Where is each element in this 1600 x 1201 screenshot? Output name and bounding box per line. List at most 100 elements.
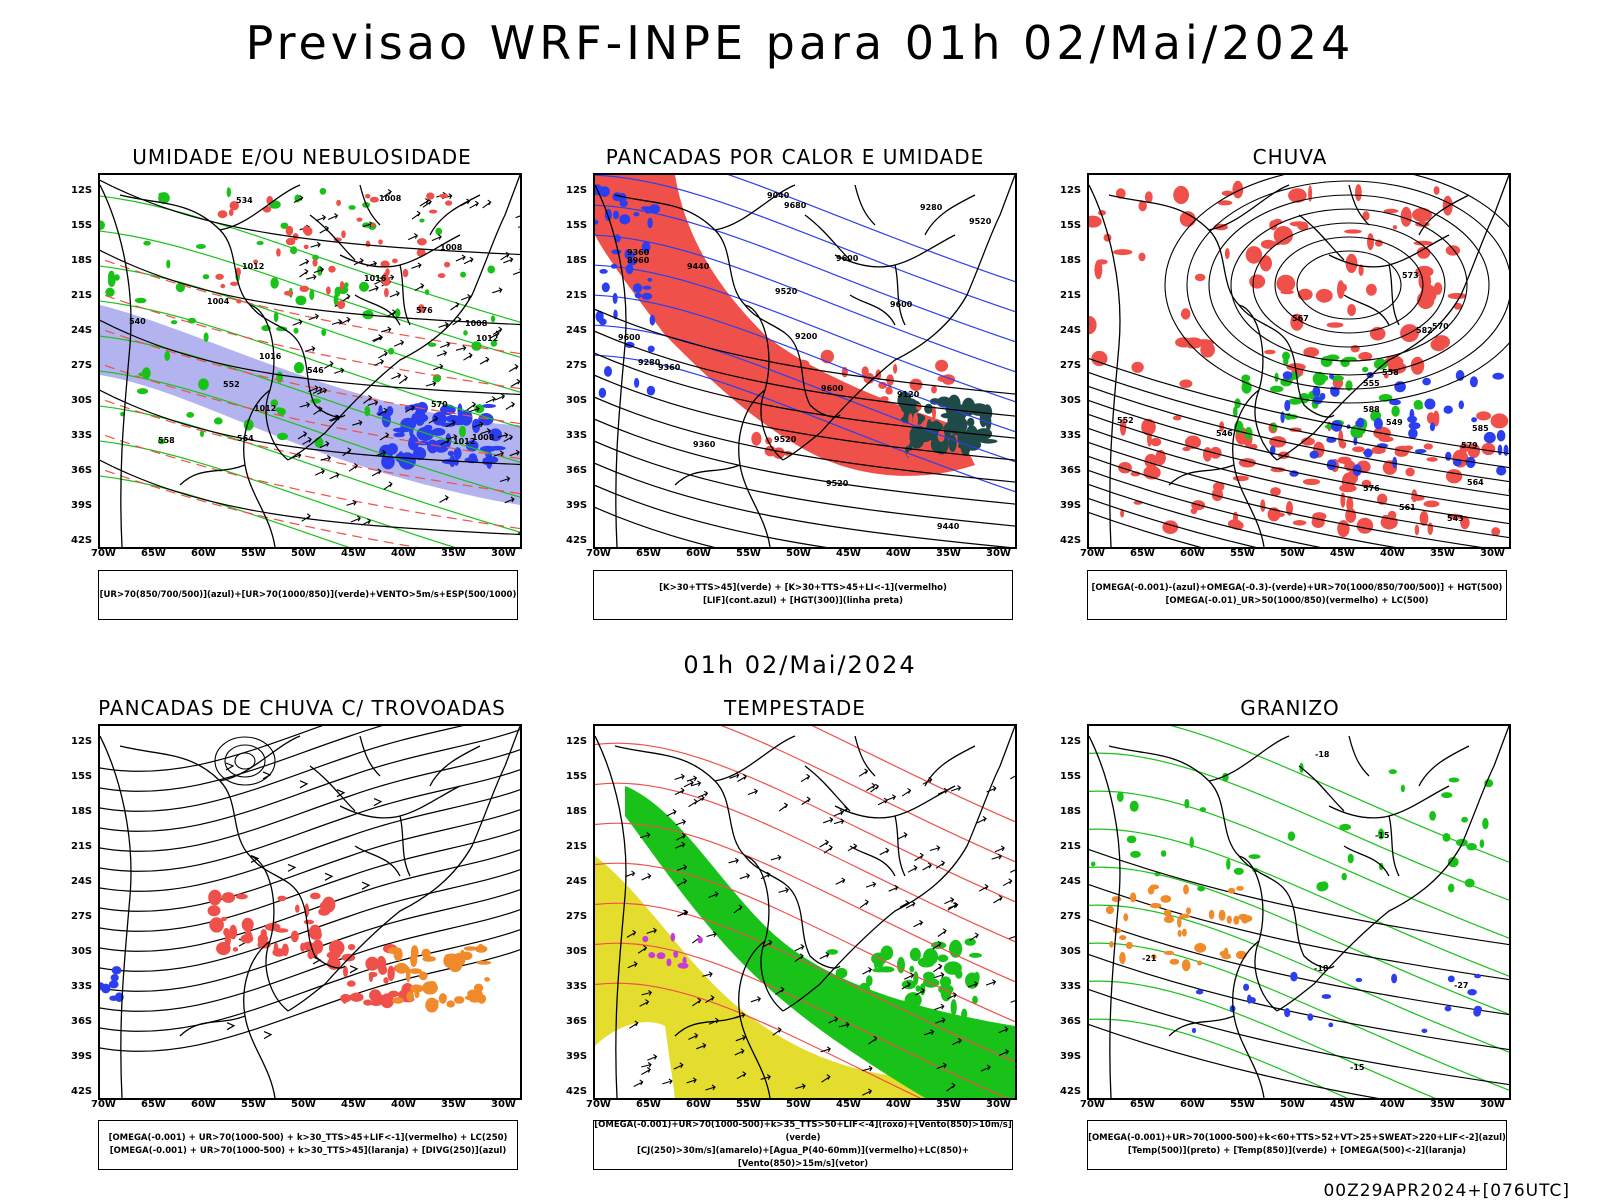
wind-vector [367,399,379,406]
wind-vector [302,436,312,445]
field-patch [1303,347,1320,358]
contour-line [1089,371,1509,469]
field-patch [1247,997,1256,1004]
field-patch [370,222,376,228]
panel-legend: [K>30+TTS>45](verde) + [K>30+TTS>45+LI<-… [593,570,1013,620]
contour-label: -15 [1350,1063,1365,1072]
field-patch [1221,190,1234,197]
field-patch [1358,351,1373,361]
lon-tick-label: 45W [1330,1099,1355,1110]
field-patch [641,292,653,300]
field-patch [388,347,395,355]
field-patch [1144,191,1153,204]
run-label: 00Z29APR2024+[076UTC] [1323,1181,1570,1201]
border-line [1298,735,1370,812]
height-ring [1186,180,1509,390]
field-patch [1388,769,1397,775]
wind-vector [947,992,957,1000]
field-patch [898,423,910,431]
lat-tick-label: 36S [1060,465,1082,476]
field-patch [1089,316,1097,335]
lon-tick-label: 50W [1280,548,1305,559]
field-patch [880,425,892,440]
wind-vector [641,1067,651,1075]
contour-line [1089,497,1257,547]
streamline-arrow [373,798,383,807]
field-patch [215,273,224,280]
field-patch [1209,446,1222,459]
field-patch [383,977,389,984]
wind-vector [736,1071,747,1080]
field-patch [1469,376,1478,388]
field-patch [822,397,828,410]
field-patch [1458,400,1464,410]
contour-label: 9040 [767,191,790,200]
wind-vector [944,897,955,905]
lat-tick-label: 36S [566,465,588,476]
lat-tick-label: 30S [566,946,588,957]
field-patch [453,447,462,460]
field-patch [670,932,676,942]
map-svg [595,726,1015,1098]
height-ring [1230,208,1468,362]
border-line [119,745,301,897]
field-patch [1226,858,1231,870]
contour-line [1089,904,1509,1053]
field-patch [1326,322,1344,328]
field-patch [276,248,281,257]
lat-tick-label: 24S [1060,325,1082,336]
field-patch [299,285,310,292]
legend-line: [Temp(500)](preto) + [Temp(850)](verde) … [1127,1146,1467,1156]
lat-tick-label: 33S [566,430,588,441]
field-patch [236,299,242,304]
wind-vector [677,878,688,887]
field-patch [316,930,322,940]
field-patch [877,1001,890,1018]
field-patch [1160,850,1167,857]
thickness-fragments [215,192,453,313]
wind-vector [688,1032,699,1040]
field-patch [422,956,436,962]
field-patch [333,293,339,306]
field-patch [418,304,425,313]
field-patch [1377,493,1388,505]
field-patch [1355,977,1363,983]
field-patch [1288,188,1307,203]
wind-vector [705,1084,716,1091]
contour-line [100,370,520,498]
field-patch [937,430,945,442]
field-patch [1400,784,1405,793]
lat-tick-label: 27S [1060,360,1082,371]
lon-tick-label: 65W [1130,548,1155,559]
contour-line [100,362,520,460]
field-patch [376,956,387,972]
temp850-fragments [1090,762,1494,893]
field-patch [276,326,288,332]
field-patch [866,975,873,987]
border-line [1238,855,1278,1012]
wind-vector [460,293,472,301]
field-patch [208,889,222,906]
field-patch [202,274,210,280]
lon-tick-label: 70W [1080,1099,1105,1110]
field-patch [293,327,299,334]
height-ring [1164,175,1509,404]
wind-vector [901,981,911,990]
wind-vector [708,891,719,899]
field-patch [885,386,892,393]
rain-blue [1269,370,1509,477]
field-patch [766,353,775,359]
lat-tick-label: 36S [566,1016,588,1027]
border-line [744,304,784,461]
field-patch [1130,850,1141,858]
field-patch [1232,180,1244,199]
legend-line: [OMEGA(-0.001)+UR>70(1000-500)+k<60+TTS>… [1088,1133,1506,1143]
field-patch [923,971,935,982]
wind-vector [907,865,918,873]
contour-label: 534 [236,196,253,205]
field-patch [1211,488,1223,502]
border-line [804,735,876,812]
field-patch [935,359,949,372]
field-patch [1479,839,1485,848]
contour-line [1089,988,1509,1086]
